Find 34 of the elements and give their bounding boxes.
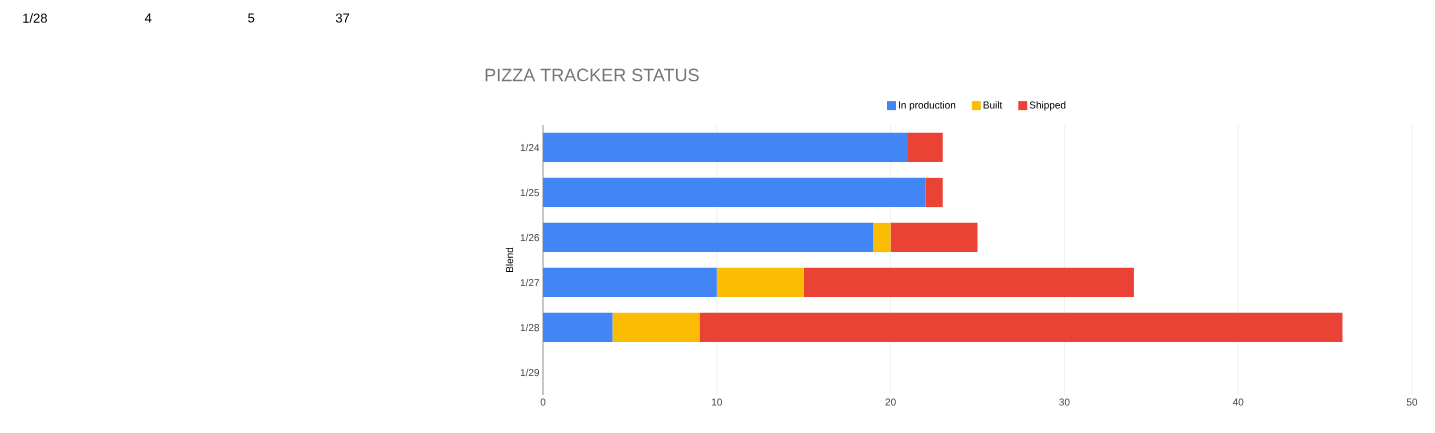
legend-label: In production bbox=[898, 101, 956, 111]
chart-title: PIZZA TRACKER STATUS bbox=[485, 68, 699, 82]
bar bbox=[925, 177, 943, 208]
bar bbox=[907, 132, 943, 163]
y-tick-label: 1/26 bbox=[520, 233, 540, 242]
bar bbox=[612, 312, 700, 343]
bar bbox=[803, 267, 1134, 298]
bar bbox=[716, 267, 804, 298]
y-tick-label: 1/24 bbox=[520, 143, 540, 152]
bar bbox=[699, 312, 1343, 343]
x-tick-label: 50 bbox=[1406, 398, 1418, 406]
y-axis-title: Blend bbox=[505, 247, 514, 272]
y-tick-label: 1/29 bbox=[520, 368, 540, 377]
legend-label: Built bbox=[983, 101, 1003, 109]
text: 4 bbox=[144, 13, 152, 23]
x-tick-label: 10 bbox=[712, 398, 722, 406]
x-tick-label: 30 bbox=[1059, 398, 1070, 406]
y-tick-label: 1/28 bbox=[520, 323, 540, 332]
bar bbox=[873, 222, 891, 253]
y-tick-label: 1/27 bbox=[520, 278, 539, 287]
x-tick-label: 0 bbox=[540, 398, 546, 406]
bar bbox=[543, 177, 926, 208]
bar bbox=[543, 222, 874, 253]
x-tick-label: 40 bbox=[1232, 398, 1244, 406]
legend-label: Shipped bbox=[1029, 101, 1066, 111]
bar bbox=[890, 222, 978, 253]
text: 5 bbox=[248, 13, 255, 23]
bar bbox=[543, 132, 908, 163]
x-tick-label: 20 bbox=[885, 398, 896, 406]
text: 37 bbox=[335, 13, 350, 23]
bar bbox=[543, 267, 717, 298]
bar bbox=[543, 312, 613, 343]
text: 1/28 bbox=[23, 13, 47, 23]
y-tick-label: 1/25 bbox=[520, 188, 540, 197]
